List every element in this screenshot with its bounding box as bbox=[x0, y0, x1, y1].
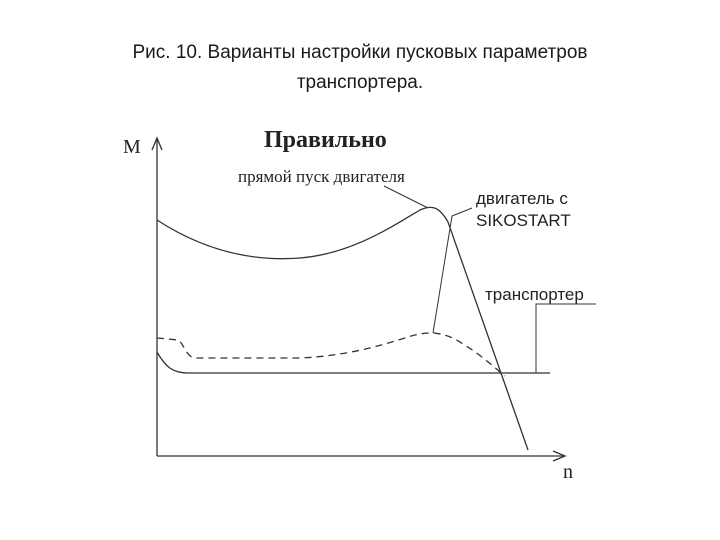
leader-direct-start bbox=[383, 185, 429, 209]
axis-x-label: n bbox=[563, 461, 573, 483]
axis-y-label: M bbox=[123, 136, 141, 158]
x-axis-arrow bbox=[552, 450, 567, 462]
label-sikostart-line2: SIKOSTART bbox=[476, 211, 571, 230]
label-sikostart-line1: двигатель с bbox=[476, 189, 568, 208]
curve-direct-start bbox=[156, 206, 529, 451]
y-axis-arrow bbox=[151, 136, 163, 151]
leader-sikostart bbox=[432, 207, 473, 334]
diagram-heading: Правильно bbox=[264, 127, 387, 153]
title-line-2: транспортера. bbox=[296, 72, 424, 93]
curve-conveyor bbox=[156, 351, 550, 374]
curve-sikostart bbox=[156, 332, 506, 377]
leader-conveyor bbox=[535, 303, 596, 373]
label-conveyor: транспортер bbox=[485, 285, 584, 304]
axes bbox=[151, 136, 567, 462]
slide-title: Рис. 10. Варианты настройки пусковых пар… bbox=[60, 38, 660, 98]
title-line-1: Рис. 10. Варианты настройки пусковых пар… bbox=[132, 42, 588, 63]
label-direct-start: прямой пуск двигателя bbox=[238, 167, 405, 186]
